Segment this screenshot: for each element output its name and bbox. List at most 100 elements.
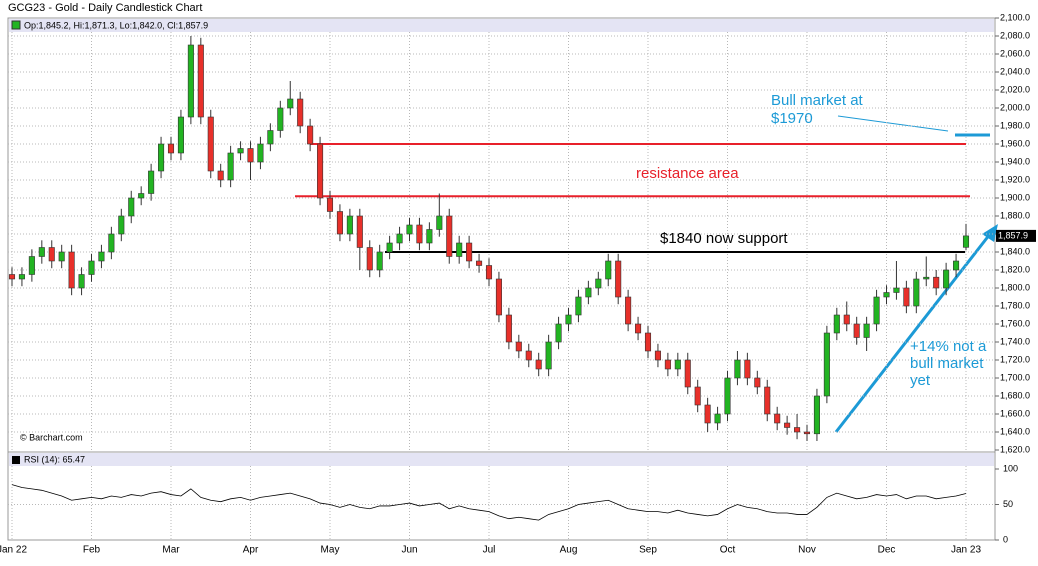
candle-body xyxy=(843,314,850,325)
candle-body xyxy=(853,323,860,338)
candle-body xyxy=(893,287,900,293)
candle-body xyxy=(873,296,880,325)
arrow-head xyxy=(982,224,998,242)
candle-body xyxy=(525,350,532,361)
candle-body xyxy=(585,287,592,298)
candle-body xyxy=(694,386,701,406)
x-tick-label: Jan 22 xyxy=(0,545,27,556)
candle-body xyxy=(257,143,264,163)
candle-body xyxy=(744,359,751,379)
candle-body xyxy=(48,247,55,262)
candle-body xyxy=(346,215,353,235)
rsi-legend: RSI (14): 65.47 xyxy=(24,454,85,464)
y-tick-label: 1,780.0 xyxy=(1000,300,1030,310)
y-tick-label: 1,900.0 xyxy=(1000,192,1030,202)
rsi-panel xyxy=(7,451,996,541)
x-tick-label: Jan 23 xyxy=(951,545,981,556)
ohlc-legend: Op:1,845.2, Hi:1,871.3, Lo:1,842.0, Cl:1… xyxy=(24,20,208,30)
candle-body xyxy=(8,274,16,280)
candle-body xyxy=(68,251,75,289)
candle-body xyxy=(595,278,602,289)
candle-body xyxy=(356,215,363,248)
candle-body xyxy=(396,233,403,244)
candle-body xyxy=(436,215,443,230)
candle-body xyxy=(654,350,661,361)
candle-body xyxy=(386,242,393,253)
candle-body xyxy=(128,197,135,217)
annotation: Bull market at xyxy=(771,92,864,109)
candle-body xyxy=(485,265,493,280)
y-tick-label: 1,720.0 xyxy=(1000,354,1030,364)
candle-body xyxy=(545,341,552,370)
candle-body xyxy=(88,260,95,275)
annotation: yet xyxy=(910,372,931,389)
y-tick-label: 1,620.0 xyxy=(1000,444,1030,454)
candle-body xyxy=(754,377,761,388)
candle-body xyxy=(724,377,731,415)
annotation: +14% not a xyxy=(910,338,987,355)
candle-body xyxy=(704,404,711,424)
candle-body xyxy=(684,359,691,388)
legend-swatch xyxy=(11,20,21,30)
candle-body xyxy=(714,413,721,424)
y-tick-label: 1,980.0 xyxy=(1000,120,1030,130)
candle-body xyxy=(297,98,304,127)
candle-body xyxy=(734,359,741,379)
candle-body xyxy=(883,292,890,298)
candle-body xyxy=(247,148,254,163)
candle-body xyxy=(237,148,244,154)
candle-body xyxy=(426,229,433,244)
candle-body xyxy=(764,386,771,415)
candle-body xyxy=(456,242,463,257)
candle-body xyxy=(287,98,294,109)
candle-body xyxy=(118,215,125,235)
candle-body xyxy=(505,314,512,343)
candle-body xyxy=(555,323,562,343)
candle-body xyxy=(933,276,940,289)
candle-body xyxy=(495,278,502,316)
y-tick-label: 1,660.0 xyxy=(1000,408,1030,418)
candle-body xyxy=(307,125,314,145)
y-tick-label: 0 xyxy=(1003,534,1008,544)
x-tick-label: Jun xyxy=(401,545,417,556)
candle-body xyxy=(78,274,85,289)
y-tick-label: 50 xyxy=(1003,499,1013,509)
candle-body xyxy=(167,143,175,154)
last-price-label: 1,857.9 xyxy=(998,230,1028,240)
y-tick-label: 1,700.0 xyxy=(1000,372,1030,382)
annotation: $1970 xyxy=(771,110,813,127)
x-tick-label: Feb xyxy=(83,545,101,556)
candle-body xyxy=(336,211,343,235)
candle-body xyxy=(913,278,920,307)
candle-body xyxy=(108,233,115,253)
last-price-box xyxy=(996,229,1036,242)
candle-body xyxy=(565,314,572,325)
rsi-swatch xyxy=(12,456,20,464)
y-tick-label: 1,920.0 xyxy=(1000,174,1030,184)
candle-body xyxy=(406,224,413,235)
y-tick-label: 100 xyxy=(1003,463,1018,473)
candle-body xyxy=(138,193,145,199)
y-tick-label: 2,060.0 xyxy=(1000,48,1030,58)
candle-body xyxy=(376,251,383,271)
candle-body xyxy=(794,427,801,433)
x-tick-label: Apr xyxy=(243,545,259,556)
y-tick-label: 1,740.0 xyxy=(1000,336,1030,346)
x-tick-label: Jul xyxy=(483,545,496,556)
candle-body xyxy=(277,107,284,131)
candle-body xyxy=(476,260,483,266)
candle-body xyxy=(366,247,373,271)
candle-body xyxy=(197,44,204,118)
candle-body xyxy=(515,341,522,352)
y-tick-label: 1,640.0 xyxy=(1000,426,1030,436)
x-tick-label: Oct xyxy=(720,545,736,556)
x-tick-label: Nov xyxy=(798,545,816,556)
candle-body xyxy=(615,260,622,298)
trend-arrow xyxy=(834,233,992,433)
annotation: resistance area xyxy=(636,165,739,182)
candle-body xyxy=(187,44,194,118)
candle-body xyxy=(207,116,214,172)
candle-body xyxy=(535,359,542,370)
y-tick-label: 1,760.0 xyxy=(1000,318,1030,328)
annotation: $1840 now support xyxy=(660,230,788,247)
